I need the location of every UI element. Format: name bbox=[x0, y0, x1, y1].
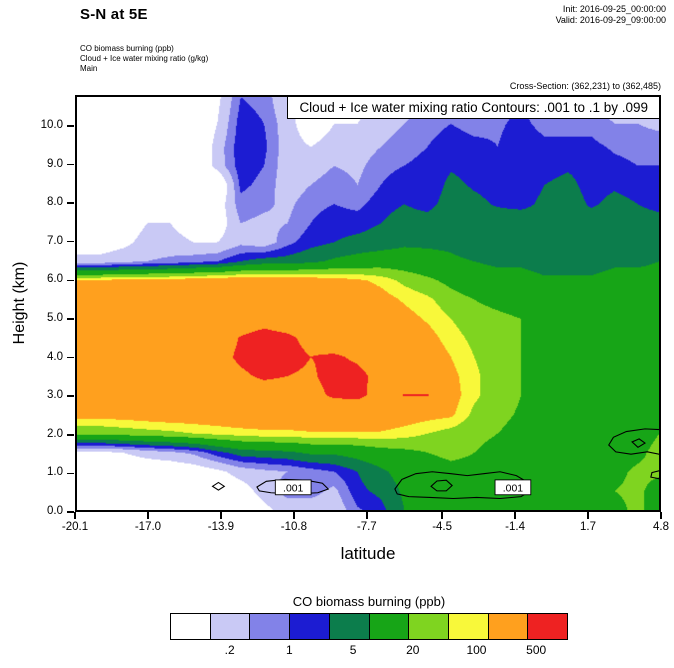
x-tick-mark bbox=[147, 512, 149, 519]
x-tick-label: 1.7 bbox=[580, 521, 597, 533]
y-tick-mark bbox=[67, 511, 74, 513]
x-tick-mark bbox=[293, 512, 295, 519]
cross-section-label: Cross-Section: (362,231) to (362,485) bbox=[509, 81, 661, 91]
contour-label-box bbox=[274, 479, 312, 496]
colorbar-cell bbox=[409, 614, 449, 639]
colorbar-cell bbox=[488, 614, 529, 639]
x-tick-mark bbox=[660, 512, 662, 519]
y-tick-mark bbox=[67, 279, 74, 282]
colorbar-cell bbox=[369, 614, 410, 639]
y-tick-mark bbox=[67, 240, 74, 243]
colorbar-tick-label: 500 bbox=[526, 643, 547, 657]
colorbar-cell bbox=[290, 614, 330, 639]
y-tick-mark bbox=[67, 472, 74, 475]
y-tick-mark bbox=[67, 356, 74, 359]
colorbar-cell bbox=[171, 614, 211, 639]
y-tick-label: 9.0 bbox=[47, 157, 63, 170]
y-tick-mark bbox=[67, 163, 74, 166]
field-line-co: CO biomass burning (ppb) bbox=[80, 44, 174, 53]
y-tick-label: 0.0 bbox=[47, 505, 63, 517]
y-tick-label: 2.0 bbox=[47, 427, 63, 440]
colorbar-cell bbox=[210, 614, 251, 639]
x-axis-label: latitude bbox=[340, 544, 396, 563]
colorbar-tick-label: 20 bbox=[406, 643, 420, 657]
field-list: CO biomass burning (ppb) Cloud + Ice wat… bbox=[80, 44, 208, 74]
y-tick-mark bbox=[67, 395, 74, 397]
y-tick-label: 3.0 bbox=[47, 389, 63, 402]
colorbar-tick-label: 5 bbox=[349, 643, 357, 657]
x-tick-label: 4.8 bbox=[653, 521, 669, 533]
x-tick-label: -7.7 bbox=[356, 521, 377, 533]
y-tick-label: 1.0 bbox=[47, 466, 63, 479]
cloud-ice-contour-line bbox=[650, 470, 659, 480]
cloud-ice-contour-line bbox=[631, 438, 646, 448]
y-tick-label: 4.0 bbox=[47, 350, 63, 363]
y-tick-label: 8.0 bbox=[47, 196, 63, 209]
field-line-cloud-ice: Cloud + Ice water mixing ratio (g/kg) bbox=[80, 54, 209, 63]
field-line-grid: Main bbox=[80, 64, 98, 73]
x-tick-label: -1.4 bbox=[505, 521, 525, 533]
x-tick-mark bbox=[587, 512, 589, 519]
x-tick-label: -4.5 bbox=[432, 521, 453, 533]
x-tick-mark bbox=[366, 512, 368, 519]
x-tick-mark bbox=[74, 512, 76, 519]
colorbar-tick-label: .2 bbox=[224, 643, 235, 657]
cloud-ice-contour-line bbox=[430, 479, 453, 492]
y-tick-mark bbox=[67, 434, 74, 436]
run-times: Init: 2016-09-25_00:00:00 Valid: 2016-09… bbox=[556, 4, 666, 26]
x-tick-label: -20.1 bbox=[61, 521, 89, 533]
y-tick-mark bbox=[67, 202, 74, 204]
y-tick-mark bbox=[67, 125, 74, 127]
colorbar-title: CO biomass burning (ppb) bbox=[292, 594, 446, 609]
colorbar-tick-label: 100 bbox=[466, 643, 487, 657]
init-time: Init: 2016-09-25_00:00:00 bbox=[562, 4, 666, 14]
x-tick-label: -17.0 bbox=[134, 521, 162, 533]
colorbar bbox=[170, 613, 568, 640]
valid-time: Valid: 2016-09-29_09:00:00 bbox=[555, 15, 666, 25]
x-tick-mark bbox=[441, 512, 443, 519]
y-tick-label: 5.0 bbox=[47, 311, 63, 324]
x-tick-label: -10.8 bbox=[280, 521, 307, 533]
y-tick-label: 7.0 bbox=[47, 234, 63, 247]
colorbar-cell bbox=[528, 614, 568, 639]
plot-area: .001 .001 Cloud + Ice water mixing ratio … bbox=[75, 95, 661, 512]
contour-label-box bbox=[494, 479, 532, 496]
page-title: S-N at 5E bbox=[80, 6, 148, 23]
colorbar-cell bbox=[250, 614, 291, 639]
contour-label: .001 bbox=[503, 483, 523, 494]
filled-contour-field bbox=[77, 97, 659, 510]
contour-info-box: Cloud + Ice water mixing ratio Contours:… bbox=[287, 97, 659, 119]
cloud-ice-contour-line bbox=[608, 428, 659, 455]
y-tick-label: 10.0 bbox=[40, 118, 63, 131]
colorbar-cell bbox=[448, 614, 489, 639]
x-tick-mark bbox=[220, 512, 222, 519]
y-tick-mark bbox=[67, 318, 74, 320]
y-tick-label: 6.0 bbox=[47, 273, 63, 286]
contour-overlay: .001 .001 bbox=[211, 428, 659, 500]
colorbar-tick-label: 1 bbox=[286, 643, 293, 657]
x-tick-mark bbox=[514, 512, 516, 519]
contour-label: .001 bbox=[283, 483, 303, 494]
x-tick-label: -13.9 bbox=[207, 521, 235, 533]
cloud-ice-contour-line bbox=[211, 481, 226, 491]
colorbar-cell bbox=[329, 614, 370, 639]
